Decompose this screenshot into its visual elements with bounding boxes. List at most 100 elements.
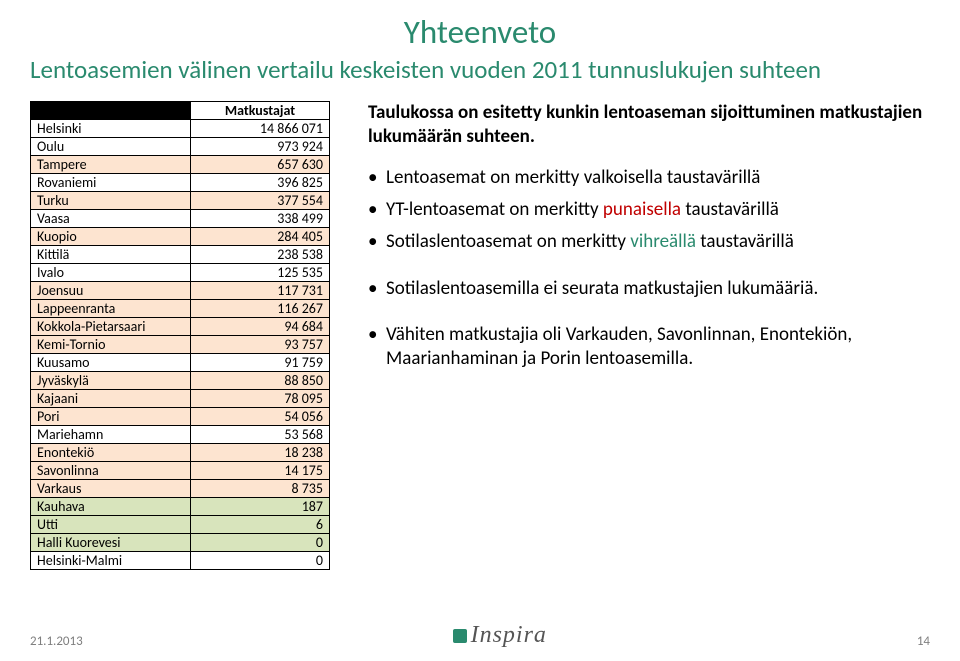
table-cell-name: Lappeenranta	[31, 300, 191, 318]
table-row: Vaasa338 499	[31, 210, 330, 228]
table-cell-value: 117 731	[191, 282, 330, 300]
table-cell-value: 187	[191, 498, 330, 516]
table-cell-name: Enontekiö	[31, 444, 191, 462]
table-row: Kemi-Tornio93 757	[31, 336, 330, 354]
table-row: Kuusamo91 759	[31, 354, 330, 372]
logo: Inspira	[453, 622, 547, 649]
table-row: Oulu973 924	[31, 138, 330, 156]
table-row: Halli Kuorevesi0	[31, 534, 330, 552]
table-column: Matkustajat Helsinki14 866 071Oulu973 92…	[30, 101, 330, 570]
table-cell-name: Halli Kuorevesi	[31, 534, 191, 552]
table-row: Lappeenranta116 267	[31, 300, 330, 318]
table-cell-value: 116 267	[191, 300, 330, 318]
table-cell-value: 91 759	[191, 354, 330, 372]
table-cell-name: Mariehamn	[31, 426, 191, 444]
table-cell-name: Helsinki-Malmi	[31, 552, 191, 570]
logo-text: Inspira	[471, 622, 547, 649]
table-cell-value: 973 924	[191, 138, 330, 156]
table-row: Enontekiö18 238	[31, 444, 330, 462]
logo-icon	[453, 629, 467, 643]
slide-title: Yhteenveto	[30, 12, 930, 52]
table-row: Kokkola-Pietarsaari94 684	[31, 318, 330, 336]
table-cell-value: 8 735	[191, 480, 330, 498]
table-row: Kuopio284 405	[31, 228, 330, 246]
table-cell-name: Varkaus	[31, 480, 191, 498]
bullet-2: YT-lentoasemat on merkitty punaisella ta…	[368, 198, 930, 222]
table-cell-value: 657 630	[191, 156, 330, 174]
table-cell-name: Kittilä	[31, 246, 191, 264]
bullet-3-c: taustavärillä	[700, 230, 794, 253]
table-cell-value: 94 684	[191, 318, 330, 336]
table-cell-name: Kauhava	[31, 498, 191, 516]
bullet-1: Lentoasemat on merkitty valkoisella taus…	[368, 166, 930, 190]
table-row: Varkaus8 735	[31, 480, 330, 498]
table-cell-value: 377 554	[191, 192, 330, 210]
table-cell-name: Helsinki	[31, 120, 191, 138]
table-cell-value: 93 757	[191, 336, 330, 354]
table-row: Utti6	[31, 516, 330, 534]
table-cell-value: 284 405	[191, 228, 330, 246]
table-header-blank	[31, 102, 191, 120]
table-cell-name: Jyväskylä	[31, 372, 191, 390]
table-cell-name: Ivalo	[31, 264, 191, 282]
table-row: Turku377 554	[31, 192, 330, 210]
table-row: Joensuu117 731	[31, 282, 330, 300]
table-cell-value: 78 095	[191, 390, 330, 408]
table-cell-name: Tampere	[31, 156, 191, 174]
table-cell-value: 6	[191, 516, 330, 534]
footer-date: 21.1.2013	[30, 634, 83, 649]
table-cell-value: 338 499	[191, 210, 330, 228]
table-cell-value: 88 850	[191, 372, 330, 390]
bullet-2-a: YT-lentoasemat on merkitty	[386, 198, 603, 221]
table-row: Savonlinna14 175	[31, 462, 330, 480]
table-row: Rovaniemi396 825	[31, 174, 330, 192]
table-cell-name: Vaasa	[31, 210, 191, 228]
footer: 21.1.2013 Inspira 14	[30, 622, 930, 649]
table-row: Helsinki-Malmi0	[31, 552, 330, 570]
table-row: Jyväskylä88 850	[31, 372, 330, 390]
content-columns: Matkustajat Helsinki14 866 071Oulu973 92…	[30, 101, 930, 570]
table-cell-value: 53 568	[191, 426, 330, 444]
bullet-5: Vähiten matkustajia oli Varkauden, Savon…	[368, 323, 930, 372]
table-cell-name: Savonlinna	[31, 462, 191, 480]
table-row: Tampere657 630	[31, 156, 330, 174]
text-column: Taulukossa on esitetty kunkin lentoasema…	[368, 101, 930, 570]
table-cell-value: 396 825	[191, 174, 330, 192]
slide-subtitle: Lentoasemien välinen vertailu keskeisten…	[30, 54, 930, 85]
table-header-row: Matkustajat	[31, 102, 330, 120]
table-row: Pori54 056	[31, 408, 330, 426]
table-cell-name: Kemi-Tornio	[31, 336, 191, 354]
table-cell-name: Rovaniemi	[31, 174, 191, 192]
table-header-label: Matkustajat	[191, 102, 330, 120]
table-cell-name: Oulu	[31, 138, 191, 156]
table-row: Mariehamn53 568	[31, 426, 330, 444]
table-cell-name: Turku	[31, 192, 191, 210]
table-cell-value: 18 238	[191, 444, 330, 462]
table-row: Kittilä238 538	[31, 246, 330, 264]
table-cell-name: Kuusamo	[31, 354, 191, 372]
table-row: Kauhava187	[31, 498, 330, 516]
table-cell-value: 14 866 071	[191, 120, 330, 138]
table-cell-name: Utti	[31, 516, 191, 534]
airport-table: Matkustajat Helsinki14 866 071Oulu973 92…	[30, 101, 330, 570]
bullet-3-a: Sotilaslentoasemat on merkitty	[386, 230, 630, 253]
table-cell-value: 238 538	[191, 246, 330, 264]
bullet-3-green: vihreällä	[630, 230, 700, 253]
intro-text: Taulukossa on esitetty kunkin lentoasema…	[368, 101, 930, 150]
table-cell-name: Kuopio	[31, 228, 191, 246]
table-cell-value: 54 056	[191, 408, 330, 426]
table-cell-name: Joensuu	[31, 282, 191, 300]
bullet-4: Sotilaslentoasemilla ei seurata matkusta…	[368, 277, 930, 301]
table-cell-value: 14 175	[191, 462, 330, 480]
slide: Yhteenveto Lentoasemien välinen vertailu…	[0, 0, 960, 661]
table-cell-value: 0	[191, 534, 330, 552]
table-row: Kajaani78 095	[31, 390, 330, 408]
bullet-2-c: taustavärillä	[685, 198, 779, 221]
bullet-2-red: punaisella	[603, 198, 685, 221]
table-row: Ivalo125 535	[31, 264, 330, 282]
bullet-list: Lentoasemat on merkitty valkoisella taus…	[368, 166, 930, 372]
table-cell-name: Pori	[31, 408, 191, 426]
table-cell-name: Kajaani	[31, 390, 191, 408]
table-cell-name: Kokkola-Pietarsaari	[31, 318, 191, 336]
footer-page: 14	[917, 634, 930, 649]
